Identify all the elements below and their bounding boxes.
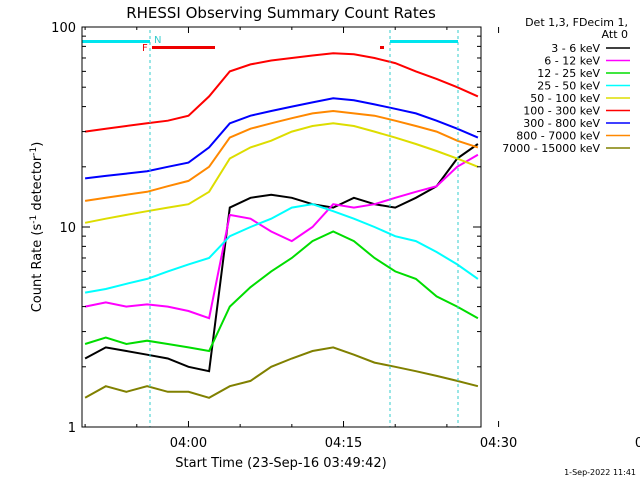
y-axis-label-sup2: -1 bbox=[29, 147, 39, 156]
legend-label-3: 25 - 50 keV bbox=[537, 80, 600, 93]
legend-label-7: 800 - 7000 keV bbox=[516, 130, 600, 143]
night-bar-left bbox=[82, 40, 150, 43]
legend-label-0: 3 - 6 keV bbox=[551, 42, 600, 55]
plot-frame bbox=[81, 26, 482, 428]
flare-marker-label: F bbox=[142, 43, 148, 54]
night-bar-right bbox=[390, 40, 458, 43]
x-tick-label-1: 04:15 bbox=[325, 436, 362, 451]
night-marker-label: N bbox=[154, 35, 161, 46]
y-tick-label-0: 1 bbox=[68, 421, 76, 436]
series-line-8 bbox=[84, 346, 479, 399]
series-line-1 bbox=[84, 153, 479, 320]
timestamp-label: 1-Sep-2022 11:41 bbox=[564, 468, 636, 477]
series-line-4 bbox=[84, 122, 479, 224]
legend-label-5: 100 - 300 keV bbox=[523, 105, 600, 118]
x-tick-label-3: 04:45 bbox=[635, 436, 640, 451]
legend-label-6: 300 - 800 keV bbox=[523, 117, 600, 130]
x-tick-label-2: 04:30 bbox=[480, 436, 517, 451]
series-line-2 bbox=[84, 230, 479, 353]
y-axis-label-end: ) bbox=[30, 142, 45, 147]
y-axis-label-mid: detector bbox=[30, 155, 45, 215]
series-line-6 bbox=[84, 97, 479, 180]
y-tick-label-2: 100 bbox=[51, 21, 76, 36]
series-line-3 bbox=[84, 203, 479, 294]
series-line-5 bbox=[84, 52, 479, 133]
flare-bar bbox=[152, 46, 215, 49]
legend-label-2: 12 - 25 keV bbox=[537, 67, 600, 80]
series-line-7 bbox=[84, 109, 479, 202]
legend-label-4: 50 - 100 keV bbox=[530, 92, 600, 105]
series-line-0 bbox=[84, 143, 479, 373]
chart-title: RHESSI Observing Summary Count Rates bbox=[126, 4, 436, 22]
legend-label-1: 6 - 12 keV bbox=[544, 55, 600, 68]
series-layer bbox=[84, 52, 479, 399]
legend-header-line2: Att 0 bbox=[602, 28, 628, 41]
markers-layer: FN bbox=[82, 30, 459, 427]
y-axis-label-main: Count Rate (s bbox=[30, 224, 45, 313]
flare-bar-short bbox=[380, 46, 384, 49]
legend-header-line1: Det 1,3, FDecim 1, bbox=[525, 16, 628, 29]
y-tick-label-1: 10 bbox=[59, 221, 76, 236]
x-tick-label-0: 04:00 bbox=[170, 436, 207, 451]
legend-label-8: 7000 - 15000 keV bbox=[502, 142, 600, 155]
y-axis-label: Count Rate (s-1 detector-1) bbox=[29, 142, 45, 313]
y-axis-label-sup1: -1 bbox=[29, 215, 39, 224]
x-axis-label: Start Time (23-Sep-16 03:49:42) bbox=[175, 456, 386, 471]
